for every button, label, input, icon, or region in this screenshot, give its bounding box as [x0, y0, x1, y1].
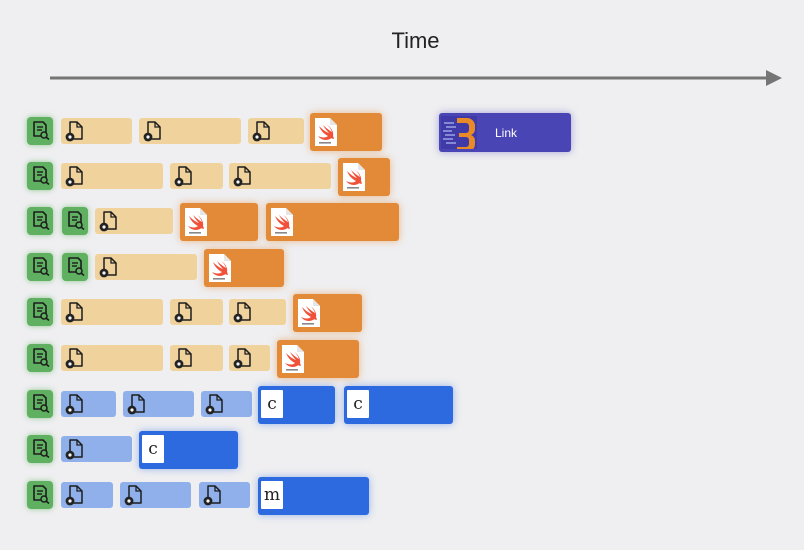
file-gear-icon	[174, 348, 192, 369]
file-gear-icon	[65, 394, 83, 415]
link-block: Link	[439, 113, 571, 152]
objc-compile-block: m	[258, 477, 369, 515]
swift-file-icon	[209, 254, 231, 282]
swift-file-icon	[271, 208, 293, 236]
file-gear-icon	[203, 485, 221, 506]
document-search-icon	[33, 485, 50, 504]
file-letter: m	[263, 485, 281, 505]
compile-block	[229, 299, 286, 325]
document-search-icon	[33, 211, 50, 230]
file-gear-icon	[65, 348, 83, 369]
c-compile-block: c	[344, 386, 453, 424]
file-gear-icon	[99, 211, 117, 232]
m-file-icon: m	[261, 481, 283, 509]
c-file-icon: c	[347, 390, 369, 418]
swift-compile-block	[204, 249, 284, 287]
c-file-icon: c	[142, 435, 164, 463]
swift-compile-block	[293, 294, 362, 332]
compile-block	[120, 482, 191, 508]
document-search-icon	[33, 394, 50, 413]
scan-block	[62, 253, 88, 281]
file-gear-icon	[124, 485, 142, 506]
scan-block	[27, 435, 53, 463]
file-gear-icon	[65, 121, 83, 142]
scan-block	[27, 298, 53, 326]
swift-file-icon	[185, 208, 207, 236]
compile-block	[201, 391, 252, 417]
document-search-icon	[33, 257, 50, 276]
compile-block	[248, 118, 304, 144]
scan-block	[27, 117, 53, 145]
file-gear-icon	[65, 439, 83, 460]
scan-block	[62, 207, 88, 235]
document-search-icon	[33, 439, 50, 458]
compile-block	[139, 118, 241, 144]
compile-block	[170, 345, 223, 371]
file-gear-icon	[205, 394, 223, 415]
file-gear-icon	[127, 394, 145, 415]
scan-block	[27, 162, 53, 190]
swift-compile-block	[180, 203, 258, 241]
document-search-icon	[33, 166, 50, 185]
compile-block	[229, 345, 270, 371]
file-gear-icon	[143, 121, 161, 142]
swift-file-icon	[315, 118, 337, 146]
swift-compile-block	[277, 340, 359, 378]
compile-block	[170, 163, 223, 189]
file-gear-icon	[65, 302, 83, 323]
document-search-icon	[68, 257, 85, 276]
compile-block	[199, 482, 250, 508]
compile-block	[61, 391, 116, 417]
compile-block	[61, 299, 163, 325]
swift-file-icon	[282, 345, 304, 373]
compile-block	[61, 436, 132, 462]
file-gear-icon	[174, 166, 192, 187]
linker-icon	[441, 116, 477, 149]
file-gear-icon	[65, 166, 83, 187]
swift-file-icon	[343, 163, 365, 191]
compile-block	[170, 299, 223, 325]
swift-compile-block	[310, 113, 382, 151]
file-gear-icon	[99, 257, 117, 278]
compile-block	[61, 163, 163, 189]
file-gear-icon	[233, 302, 251, 323]
compile-block	[95, 208, 173, 234]
file-gear-icon	[252, 121, 270, 142]
c-compile-block: c	[258, 386, 335, 424]
compile-block	[95, 254, 197, 280]
swift-compile-block	[338, 158, 390, 196]
compile-block	[61, 345, 163, 371]
file-gear-icon	[174, 302, 192, 323]
compile-block	[61, 482, 113, 508]
scan-block	[27, 481, 53, 509]
scan-block	[27, 344, 53, 372]
c-file-icon: c	[261, 390, 283, 418]
scan-block	[27, 207, 53, 235]
document-search-icon	[33, 121, 50, 140]
swift-file-icon	[298, 299, 320, 327]
file-gear-icon	[233, 348, 251, 369]
time-arrow	[50, 70, 782, 86]
file-gear-icon	[233, 166, 251, 187]
file-letter: c	[267, 394, 277, 414]
document-search-icon	[33, 348, 50, 367]
file-letter: c	[353, 394, 363, 414]
document-search-icon	[68, 211, 85, 230]
link-label: Link	[495, 125, 518, 140]
file-gear-icon	[65, 485, 83, 506]
scan-block	[27, 390, 53, 418]
time-axis-title: Time	[391, 28, 440, 53]
compile-block	[61, 118, 132, 144]
swift-compile-block	[266, 203, 399, 241]
document-search-icon	[33, 302, 50, 321]
compile-block	[229, 163, 331, 189]
compile-block	[123, 391, 194, 417]
file-letter: c	[148, 439, 158, 459]
c-compile-block: c	[139, 431, 238, 469]
scan-block	[27, 253, 53, 281]
